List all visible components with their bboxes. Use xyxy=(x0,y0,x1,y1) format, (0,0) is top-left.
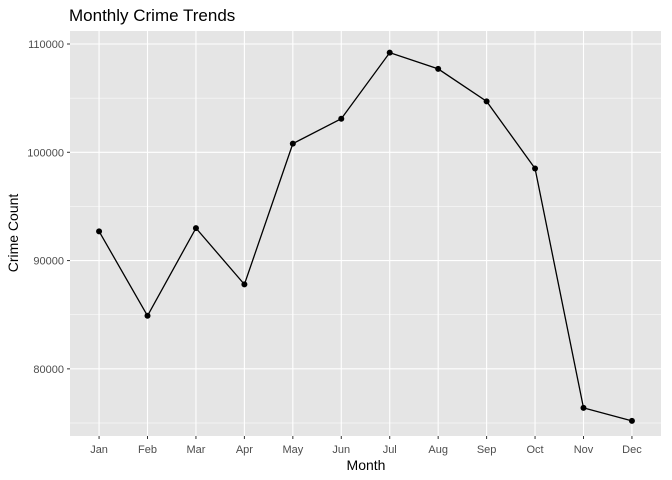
x-tick-label: Dec xyxy=(622,444,642,456)
series-line xyxy=(98,51,633,422)
data-point-jun xyxy=(338,115,345,122)
y-tick-label: 110000 xyxy=(28,39,64,51)
data-point-feb xyxy=(144,312,151,319)
data-point-dec xyxy=(628,417,635,424)
x-tick-label: Feb xyxy=(138,444,157,456)
x-tick-label: Aug xyxy=(428,444,448,456)
data-point-sep xyxy=(483,98,490,105)
x-tick-label: Oct xyxy=(526,444,543,456)
data-point-jul xyxy=(386,49,393,56)
y-tick-label: 80000 xyxy=(33,364,64,376)
x-axis-title: Month xyxy=(347,457,386,473)
y-axis: 80000 90000 100000 110000 xyxy=(27,39,70,376)
x-tick-label: May xyxy=(282,444,303,456)
x-tick-label: Sep xyxy=(477,444,497,456)
data-point-apr xyxy=(241,281,248,288)
y-tick-label: 100000 xyxy=(27,147,64,159)
data-point-aug xyxy=(435,65,442,72)
x-tick-label: Jan xyxy=(90,444,108,456)
x-axis: Jan Feb Mar Apr May Jun Jul Aug Sep Oct Nov Dec xyxy=(90,436,642,456)
data-point-may xyxy=(289,140,296,147)
data-point-jan xyxy=(96,228,103,235)
data-point-mar xyxy=(192,225,199,232)
chart-title: Monthly Crime Trends xyxy=(69,6,235,25)
y-axis-title: Crime Count xyxy=(5,194,21,273)
x-tick-label: Apr xyxy=(236,444,253,456)
minor-gridlines xyxy=(70,97,661,424)
x-tick-label: Jul xyxy=(383,444,397,456)
x-tick-label: Nov xyxy=(574,444,594,456)
y-tick-label: 90000 xyxy=(33,256,64,268)
major-gridlines xyxy=(70,31,661,436)
data-point-nov xyxy=(580,404,587,411)
x-tick-label: Jun xyxy=(332,444,350,456)
plot-panel xyxy=(70,31,661,436)
x-tick-label: Mar xyxy=(186,444,205,456)
data-point-oct xyxy=(532,165,539,172)
series-crime-count xyxy=(96,49,635,424)
